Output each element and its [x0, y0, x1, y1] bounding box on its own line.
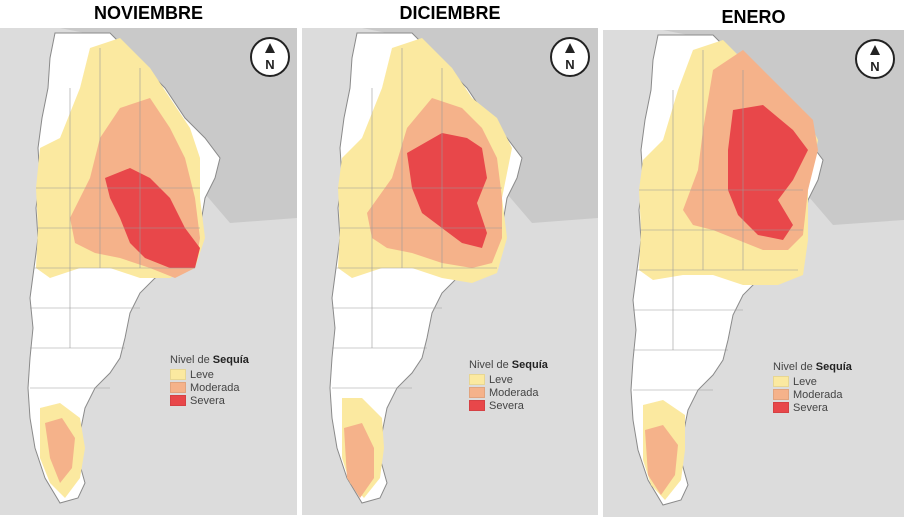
map-frame: N Nivel de Sequía Leve Moderada Severa — [302, 28, 598, 515]
zone-severa — [728, 105, 808, 240]
map-frame: N Nivel de Sequía Leve Moderada Severa — [603, 30, 904, 517]
legend-item-moderada: Moderada — [773, 388, 852, 401]
panel-enero: ENERO N Nivel de Sequía Leve — [603, 0, 904, 517]
drought-map — [27, 28, 297, 504]
north-arrow-icon: N — [854, 38, 896, 80]
zone-severa — [105, 168, 200, 268]
legend-item-severa: Severa — [469, 399, 548, 412]
legend-title: Nivel de Sequía — [170, 354, 249, 366]
panel-noviembre: NOVIEMBRE N — [0, 0, 297, 515]
drought-map — [630, 30, 904, 506]
legend-title: Nivel de Sequía — [773, 361, 852, 373]
zone-moderada-south — [45, 418, 75, 483]
legend-item-severa: Severa — [773, 401, 852, 414]
legend-item-moderada: Moderada — [170, 381, 249, 394]
legend: Nivel de Sequía Leve Moderada Severa — [773, 361, 852, 414]
svg-text:N: N — [565, 57, 574, 72]
neighbor-land — [663, 30, 904, 225]
panel-diciembre: DICIEMBRE N Nivel de Sequía Le — [302, 0, 598, 515]
neighbor-land — [60, 28, 297, 223]
legend: Nivel de Sequía Leve Moderada Severa — [170, 354, 249, 407]
zone-moderada-south — [344, 423, 374, 498]
drought-map — [329, 28, 598, 504]
panel-title: NOVIEMBRE — [93, 3, 203, 23]
legend-item-moderada: Moderada — [469, 386, 548, 399]
legend-item-severa: Severa — [170, 394, 249, 407]
zone-severa — [407, 133, 487, 248]
legend-item-leve: Leve — [469, 373, 548, 386]
svg-text:N: N — [870, 59, 879, 74]
panel-title: ENERO — [721, 7, 786, 27]
north-arrow-icon: N — [549, 36, 591, 78]
zone-moderada-south — [645, 425, 678, 495]
legend: Nivel de Sequía Leve Moderada Severa — [469, 359, 548, 412]
svg-text:N: N — [265, 57, 274, 72]
legend-item-leve: Leve — [773, 375, 852, 388]
neighbor-land — [362, 28, 598, 223]
legend-item-leve: Leve — [170, 368, 249, 381]
north-arrow-icon: N — [249, 36, 291, 78]
panel-title: DICIEMBRE — [399, 3, 501, 23]
legend-title: Nivel de Sequía — [469, 359, 548, 371]
map-frame: N Nivel de Sequía Leve Moderada Severa — [0, 28, 297, 515]
